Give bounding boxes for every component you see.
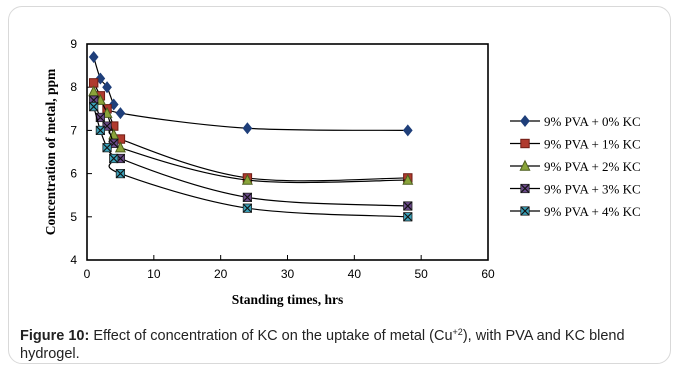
- x-tick-label: 60: [481, 267, 495, 281]
- y-tick-label: 7: [70, 123, 77, 137]
- legend-label: 9% PVA + 1% KC: [544, 137, 641, 152]
- legend-marker: [520, 206, 530, 216]
- legend-marker: [520, 138, 530, 149]
- x-tick-label: 20: [214, 267, 228, 281]
- data-point: [115, 168, 126, 179]
- legend-label: 9% PVA + 4% KC: [544, 204, 641, 219]
- y-axis-title: Concentration of metal, ppm: [43, 68, 58, 235]
- data-point: [403, 201, 413, 211]
- data-point: [402, 173, 414, 185]
- data-point: [95, 125, 105, 135]
- data-point: [109, 153, 119, 164]
- legend-label: 9% PVA + 2% KC: [544, 159, 641, 174]
- data-point: [102, 81, 112, 94]
- x-tick-label: 40: [348, 267, 362, 281]
- data-point: [95, 72, 106, 85]
- data-point: [115, 107, 126, 120]
- plot-area: [86, 43, 489, 261]
- y-tick-label: 9: [70, 37, 77, 51]
- y-tick-label: 5: [70, 210, 77, 224]
- data-point: [88, 85, 100, 97]
- x-tick-label: 0: [84, 267, 91, 281]
- legend-label: 9% PVA + 0% KC: [544, 114, 641, 129]
- data-point: [89, 102, 99, 112]
- x-tick-label: 50: [414, 267, 428, 281]
- caption-text-end: ), with PVA and KC blend hydrogel.: [20, 328, 625, 362]
- data-point: [102, 143, 112, 153]
- figure-caption: Figure 10: Effect of concentration of KC…: [20, 327, 660, 363]
- data-point: [242, 192, 252, 202]
- data-point: [88, 50, 99, 63]
- caption-label: Figure 10:: [20, 328, 90, 344]
- y-tick-label: 8: [70, 80, 77, 94]
- legend-marker: [520, 115, 530, 127]
- y-tick-label: 6: [70, 167, 77, 181]
- legend-label: 9% PVA + 3% KC: [544, 182, 641, 197]
- data-point: [242, 122, 253, 135]
- x-tick-label: 30: [281, 267, 295, 281]
- data-point: [241, 173, 253, 185]
- data-point: [242, 203, 252, 213]
- series-line-2: [93, 91, 408, 184]
- data-point: [403, 212, 413, 222]
- x-axis-title: Standing times, hrs: [232, 292, 343, 307]
- legend-marker: [519, 159, 531, 171]
- caption-superscript: +2: [452, 327, 463, 337]
- x-tick-label: 10: [147, 267, 161, 281]
- y-tick-label: 4: [70, 253, 77, 267]
- data-point: [402, 124, 413, 137]
- figure-frame: [8, 6, 671, 364]
- caption-text: Effect of concentration of KC on the upt…: [89, 328, 453, 344]
- series-line-0: [93, 56, 408, 131]
- legend-marker: [520, 183, 530, 194]
